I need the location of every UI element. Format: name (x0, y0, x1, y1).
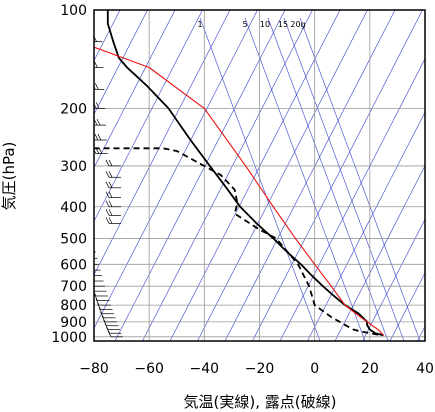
dry-adiabat (252, 10, 423, 341)
mixing-ratio-line (244, 17, 366, 341)
x-tick-label: 20 (361, 361, 379, 377)
wind-barb (94, 294, 110, 301)
wind-barb (77, 225, 92, 231)
dry-adiabat (362, 218, 425, 341)
dry-adiabat (94, 10, 258, 330)
x-tick-label: −80 (79, 361, 109, 377)
parcel-line (94, 46, 385, 336)
wind-barb (94, 61, 104, 68)
wind-barbs (77, 35, 123, 338)
wind-barb (94, 275, 102, 277)
wind-barb (105, 217, 121, 224)
y-tick-label: 500 (60, 231, 87, 247)
grid-lines (94, 10, 425, 341)
wind-barb (105, 181, 121, 189)
mixing-ratio-lines (199, 17, 421, 341)
y-tick-label: 600 (60, 257, 87, 273)
mixing-ratio-line (283, 17, 405, 341)
x-tick-label: 40 (416, 361, 434, 377)
x-tick-label: −20 (245, 361, 275, 377)
dry-adiabat (197, 10, 368, 341)
wind-barb (97, 303, 113, 310)
wind-barb (94, 35, 103, 43)
x-tick-label: 0 (310, 361, 319, 377)
y-tick-label: 1000 (51, 330, 87, 346)
mixing-ratio-line (199, 17, 321, 341)
wind-barb (98, 307, 114, 315)
wind-barb (94, 285, 105, 287)
y-tick-label: 800 (60, 298, 87, 314)
dry-adiabat (94, 10, 148, 115)
wind-barb (94, 289, 107, 292)
x-tick-label: −40 (190, 361, 220, 377)
mixing-ratio-label: 10 (260, 20, 270, 29)
mixing-ratio-label: 5 (242, 20, 247, 29)
mixing-ratio-label: 20g (290, 20, 305, 29)
wind-barb (101, 315, 117, 323)
wind-barb (94, 263, 99, 265)
mixing-ratio-labels: 1 5 10 15 20g (197, 20, 305, 29)
y-axis-label: 気圧(hPa) (0, 142, 18, 211)
wind-barb (100, 311, 116, 319)
wind-barb (94, 257, 98, 259)
x-tick-label: −60 (134, 361, 164, 377)
dry-adiabat (94, 10, 203, 222)
y-tick-label: 200 (60, 101, 87, 117)
x-tick-labels: −80 −60 −40 −20 0 20 40 (79, 361, 434, 377)
mixing-ratio-label: 1 (197, 20, 202, 29)
y-tick-label: 400 (60, 200, 87, 216)
wind-barb (103, 319, 119, 327)
wind-barb (104, 323, 120, 330)
dry-adiabat (94, 10, 231, 276)
wind-barb (94, 83, 105, 90)
wind-barb (95, 298, 111, 306)
sounding-curves (94, 10, 385, 337)
y-tick-label: 700 (60, 279, 87, 295)
dry-adiabat (142, 10, 313, 341)
mixing-ratio-label: 15 (278, 20, 288, 29)
wind-barb (105, 209, 121, 216)
dewpoint-line (94, 147, 379, 336)
wind-barb (107, 330, 123, 338)
mixing-ratio-line (267, 17, 389, 341)
y-tick-label: 900 (60, 315, 87, 331)
wind-barb (105, 171, 121, 178)
dry-adiabat (334, 165, 425, 341)
x-axis-label: 気温(実線), 露点(破線) (184, 393, 337, 411)
wind-barb (105, 200, 121, 208)
wind-barb (105, 159, 121, 167)
wind-barb (105, 191, 121, 198)
mixing-ratio-line (299, 17, 421, 341)
plot-frame (93, 9, 426, 342)
wind-barb (94, 279, 104, 282)
y-tick-label: 300 (60, 159, 87, 175)
y-tick-label: 100 (60, 3, 87, 19)
dry-adiabat (94, 10, 176, 169)
